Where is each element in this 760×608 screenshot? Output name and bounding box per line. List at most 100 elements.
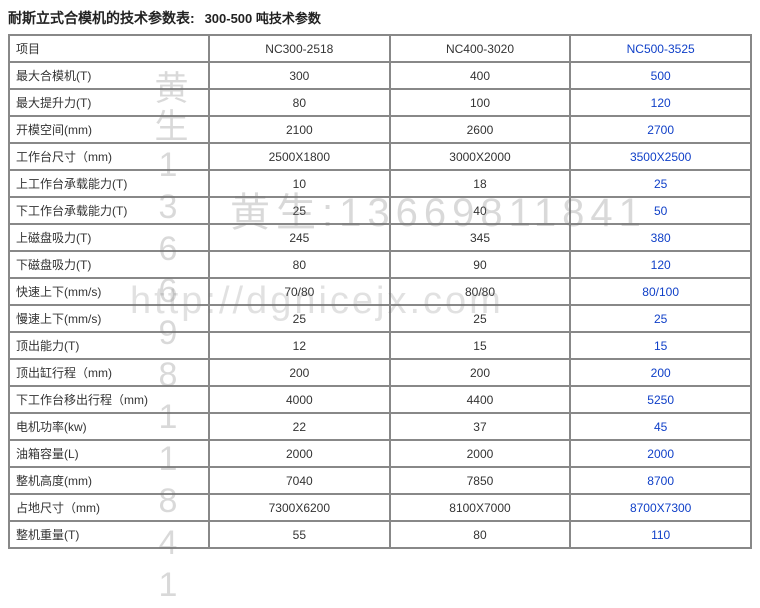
cell-nc300: 4000	[209, 386, 390, 413]
cell-nc300: 22	[209, 413, 390, 440]
cell-nc500: 5250	[570, 386, 751, 413]
cell-nc400: 37	[390, 413, 571, 440]
row-label: 开模空间(mm)	[9, 116, 209, 143]
cell-nc400: 400	[390, 62, 571, 89]
cell-nc300: 7300X6200	[209, 494, 390, 521]
cell-nc500: 120	[570, 89, 751, 116]
cell-nc500: 45	[570, 413, 751, 440]
row-label: 上工作台承载能力(T)	[9, 170, 209, 197]
table-row: 占地尺寸（mm)7300X62008100X70008700X7300	[9, 494, 751, 521]
cell-nc400: 7850	[390, 467, 571, 494]
row-label: 顶出能力(T)	[9, 332, 209, 359]
cell-nc500: 50	[570, 197, 751, 224]
cell-nc500: 3500X2500	[570, 143, 751, 170]
cell-nc400: 4400	[390, 386, 571, 413]
cell-nc300: 12	[209, 332, 390, 359]
col-nc300: NC300-2518	[209, 35, 390, 62]
cell-nc400: 80/80	[390, 278, 571, 305]
cell-nc500: 380	[570, 224, 751, 251]
cell-nc500: 110	[570, 521, 751, 548]
table-row: 上工作台承载能力(T)101825	[9, 170, 751, 197]
table-row: 快速上下(mm/s)70/8080/8080/100	[9, 278, 751, 305]
table-row: 整机重量(T)5580110	[9, 521, 751, 548]
cell-nc300: 80	[209, 89, 390, 116]
cell-nc400: 3000X2000	[390, 143, 571, 170]
cell-nc500: 25	[570, 170, 751, 197]
cell-nc400: 18	[390, 170, 571, 197]
cell-nc300: 7040	[209, 467, 390, 494]
row-label: 上磁盘吸力(T)	[9, 224, 209, 251]
row-label: 快速上下(mm/s)	[9, 278, 209, 305]
table-row: 下磁盘吸力(T)8090120	[9, 251, 751, 278]
spec-table: 项目 NC300-2518 NC400-3020 NC500-3525 最大合模…	[8, 34, 752, 549]
cell-nc400: 345	[390, 224, 571, 251]
table-body: 最大合模机(T)300400500最大提升力(T)80100120开模空间(mm…	[9, 62, 751, 548]
row-label: 占地尺寸（mm)	[9, 494, 209, 521]
table-row: 工作台尺寸（mm)2500X18003000X20003500X2500	[9, 143, 751, 170]
col-nc400: NC400-3020	[390, 35, 571, 62]
cell-nc300: 300	[209, 62, 390, 89]
cell-nc500: 200	[570, 359, 751, 386]
cell-nc500: 500	[570, 62, 751, 89]
table-row: 上磁盘吸力(T)245345380	[9, 224, 751, 251]
cell-nc300: 2000	[209, 440, 390, 467]
cell-nc300: 25	[209, 305, 390, 332]
table-row: 整机高度(mm)704078508700	[9, 467, 751, 494]
cell-nc500: 8700X7300	[570, 494, 751, 521]
cell-nc300: 70/80	[209, 278, 390, 305]
cell-nc300: 2100	[209, 116, 390, 143]
row-label: 下磁盘吸力(T)	[9, 251, 209, 278]
cell-nc400: 80	[390, 521, 571, 548]
row-label: 下工作台移出行程（mm)	[9, 386, 209, 413]
cell-nc300: 25	[209, 197, 390, 224]
row-label: 电机功率(kw)	[9, 413, 209, 440]
cell-nc300: 200	[209, 359, 390, 386]
page-title: 耐斯立式合模机的技术参数表: 300-500 吨技术参数	[8, 8, 752, 28]
cell-nc500: 25	[570, 305, 751, 332]
title-main: 耐斯立式合模机的技术参数表:	[8, 10, 195, 26]
cell-nc300: 55	[209, 521, 390, 548]
table-row: 下工作台移出行程（mm)400044005250	[9, 386, 751, 413]
table-row: 慢速上下(mm/s)252525	[9, 305, 751, 332]
cell-nc400: 2000	[390, 440, 571, 467]
table-row: 顶出能力(T)121515	[9, 332, 751, 359]
row-label: 工作台尺寸（mm)	[9, 143, 209, 170]
row-label: 整机高度(mm)	[9, 467, 209, 494]
cell-nc400: 15	[390, 332, 571, 359]
cell-nc300: 245	[209, 224, 390, 251]
cell-nc300: 10	[209, 170, 390, 197]
row-label: 最大合模机(T)	[9, 62, 209, 89]
table-row: 开模空间(mm)210026002700	[9, 116, 751, 143]
table-row: 油箱容量(L)200020002000	[9, 440, 751, 467]
cell-nc500: 120	[570, 251, 751, 278]
row-label: 油箱容量(L)	[9, 440, 209, 467]
cell-nc400: 2600	[390, 116, 571, 143]
table-row: 最大提升力(T)80100120	[9, 89, 751, 116]
row-label: 顶出缸行程（mm)	[9, 359, 209, 386]
cell-nc300: 80	[209, 251, 390, 278]
cell-nc500: 80/100	[570, 278, 751, 305]
cell-nc500: 15	[570, 332, 751, 359]
cell-nc300: 2500X1800	[209, 143, 390, 170]
cell-nc500: 2000	[570, 440, 751, 467]
cell-nc500: 8700	[570, 467, 751, 494]
row-label: 慢速上下(mm/s)	[9, 305, 209, 332]
cell-nc400: 200	[390, 359, 571, 386]
row-label: 最大提升力(T)	[9, 89, 209, 116]
table-row: 最大合模机(T)300400500	[9, 62, 751, 89]
row-label: 整机重量(T)	[9, 521, 209, 548]
cell-nc400: 100	[390, 89, 571, 116]
table-row: 顶出缸行程（mm)200200200	[9, 359, 751, 386]
col-item: 项目	[9, 35, 209, 62]
cell-nc400: 90	[390, 251, 571, 278]
cell-nc400: 25	[390, 305, 571, 332]
cell-nc400: 40	[390, 197, 571, 224]
table-header-row: 项目 NC300-2518 NC400-3020 NC500-3525	[9, 35, 751, 62]
cell-nc500: 2700	[570, 116, 751, 143]
title-sub: 300-500 吨技术参数	[205, 11, 321, 26]
table-row: 下工作台承载能力(T)254050	[9, 197, 751, 224]
table-row: 电机功率(kw)223745	[9, 413, 751, 440]
col-nc500: NC500-3525	[570, 35, 751, 62]
cell-nc400: 8100X7000	[390, 494, 571, 521]
row-label: 下工作台承载能力(T)	[9, 197, 209, 224]
